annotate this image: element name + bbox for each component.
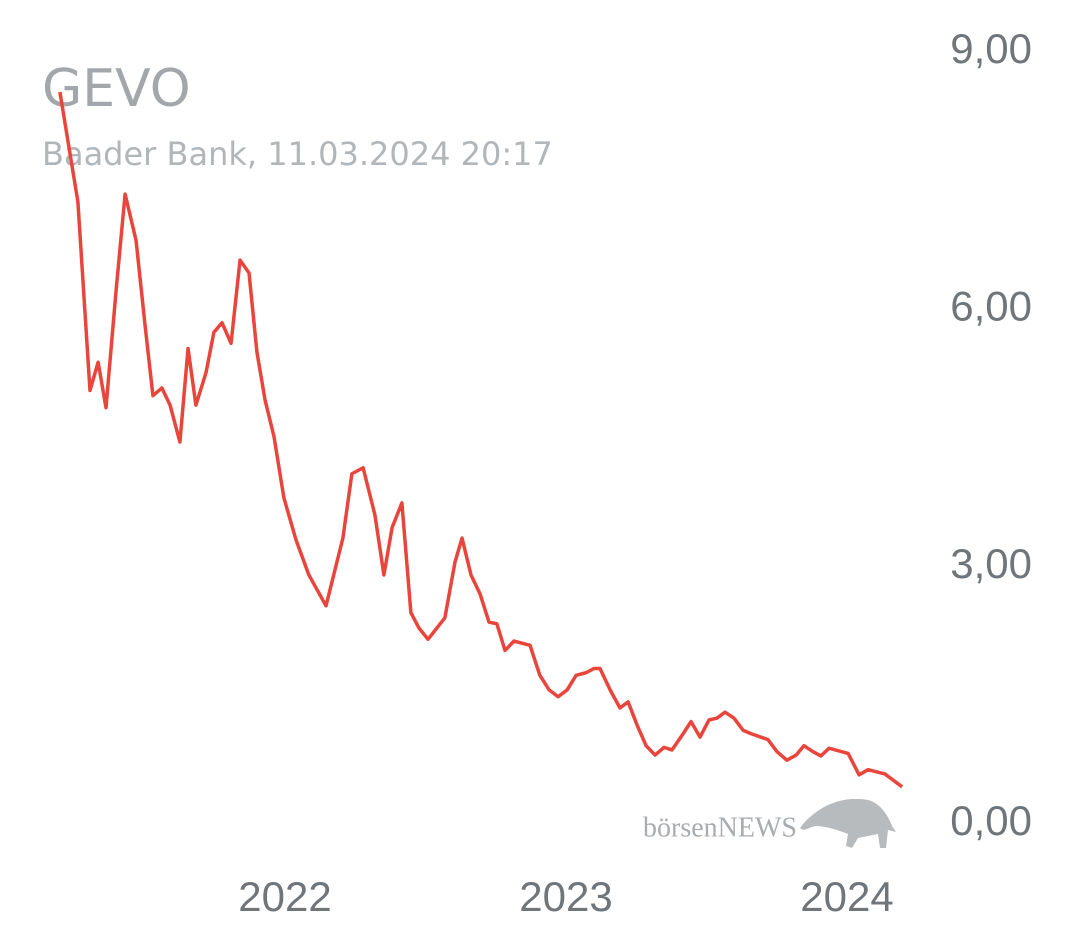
chart-subtitle: Baader Bank, 11.03.2024 20:17: [42, 135, 553, 173]
y-tick-label: 3,00: [950, 540, 1032, 587]
watermark: börsenNEWS: [643, 812, 797, 843]
watermark-bull: [800, 798, 896, 848]
price-line: [58, 91, 904, 789]
x-tick-label: 2022: [238, 873, 331, 920]
y-tick-label: 6,00: [950, 282, 1032, 329]
y-tick-label: 9,00: [950, 25, 1032, 72]
y-tick-label: 0,00: [950, 797, 1032, 844]
x-tick-label: 2024: [800, 873, 893, 920]
x-tick-label: 2023: [519, 873, 612, 920]
chart-title: GEVO: [42, 59, 191, 119]
